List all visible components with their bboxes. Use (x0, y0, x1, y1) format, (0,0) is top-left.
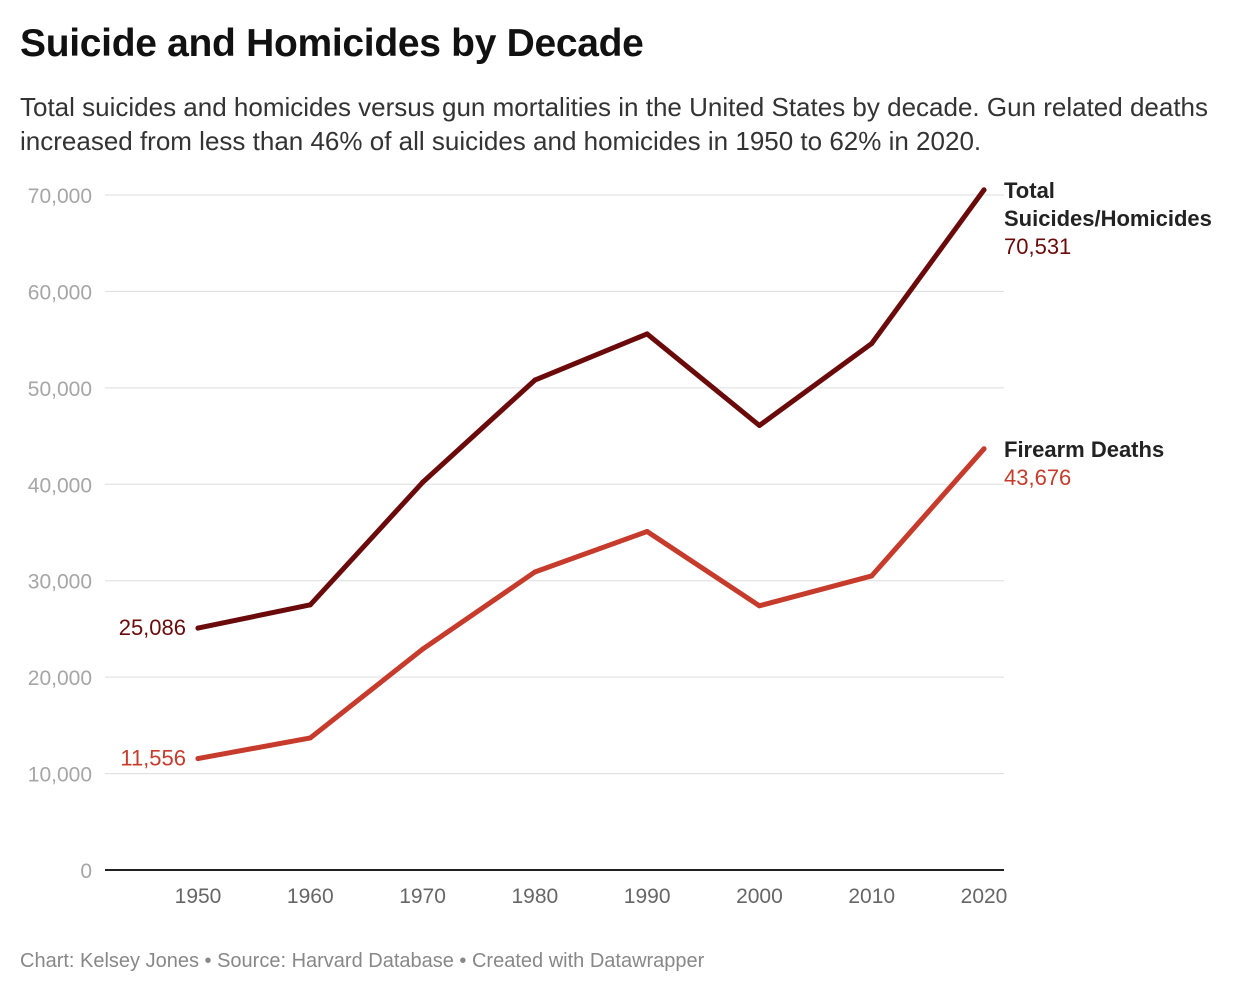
x-tick-label: 1960 (287, 885, 334, 908)
y-tick-label: 20,000 (28, 667, 92, 690)
data-point (981, 187, 987, 193)
chart-footer: Chart: Kelsey Jones • Source: Harvard Da… (20, 950, 705, 972)
chart-title: Suicide and Homicides by Decade (20, 22, 644, 65)
data-point (532, 377, 538, 383)
series-name-label: Suicides/Homicides (1004, 206, 1212, 231)
data-point (307, 735, 313, 741)
series-end-value-label: 70,531 (1004, 234, 1071, 259)
data-point (981, 446, 987, 452)
series-name-label: Total (1004, 178, 1055, 203)
chart-subtitle: Total suicides and homicides versus gun … (20, 92, 1209, 156)
data-point (420, 646, 426, 652)
series-labels: 25,086 Total Suicides/Homicides 70,531 11,55… (119, 178, 1212, 771)
series-line-1 (195, 446, 987, 762)
y-tick-label: 50,000 (28, 378, 92, 401)
y-tick-label: 30,000 (28, 571, 92, 594)
data-point (756, 603, 762, 609)
y-tick-label: 40,000 (28, 474, 92, 497)
data-point (420, 479, 426, 485)
data-point (869, 341, 875, 346)
x-tick-label: 2020 (961, 885, 1008, 908)
series-name-label: Firearm Deaths (1004, 437, 1164, 462)
x-tick-label: 2000 (736, 885, 783, 908)
y-axis-ticks: 0 10,000 20,000 30,000 40,000 50,000 60,000 70,… (28, 185, 92, 883)
data-point (532, 569, 538, 575)
x-axis-ticks: 1950 1960 1970 1980 1990 2000 2010 2020 (175, 885, 1008, 908)
x-tick-label: 1950 (175, 885, 222, 908)
series-lines (195, 187, 987, 762)
data-point (307, 602, 313, 608)
gridlines (105, 194, 1004, 775)
x-tick-label: 1990 (624, 885, 671, 908)
y-tick-label: 60,000 (28, 281, 92, 304)
y-tick-label: 0 (80, 860, 92, 883)
x-tick-label: 2010 (848, 885, 895, 908)
series-end-value-label: 43,676 (1004, 465, 1071, 490)
data-point (644, 331, 650, 337)
y-tick-label: 10,000 (28, 764, 92, 787)
x-tick-label: 1980 (511, 885, 558, 908)
data-point (869, 573, 875, 579)
y-tick-label: 70,000 (28, 185, 92, 208)
data-point (195, 756, 201, 762)
data-point (195, 625, 201, 631)
series-start-label: 25,086 (119, 615, 186, 640)
series-line-0 (195, 187, 987, 631)
data-point (644, 529, 650, 535)
x-tick-label: 1970 (399, 885, 446, 908)
series-start-label: 11,556 (120, 746, 186, 771)
data-point (756, 422, 762, 428)
